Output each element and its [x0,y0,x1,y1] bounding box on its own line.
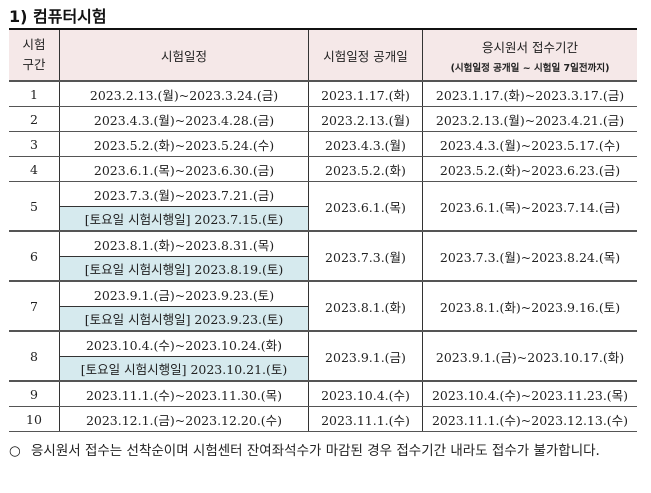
apply-cell: 2023.7.3.(월)~2023.8.24.(목) [422,230,637,282]
saturday-exam-cell: [토요일 시험시행일] 2023.7.15.(토) [59,206,309,232]
table-row: 10 2023.12.1.(금)~2023.12.20.(수) 2023.11.… [9,406,637,432]
announce-cell: 2023.8.1.(화) [308,280,423,332]
schedule-cell: 2023.5.2.(화)~2023.5.24.(수) [59,131,309,157]
period-cell: 7 [9,280,60,332]
saturday-exam-cell: [토요일 시험시행일] 2023.8.19.(토) [59,256,309,282]
header-schedule: 시험일정 [59,28,309,82]
table-subrow: [토요일 시험시행일] 2023.8.19.(토) [9,256,637,282]
announce-cell: 2023.6.1.(목) [308,181,423,232]
period-cell: 8 [9,330,60,382]
period-cell: 5 [9,181,60,232]
header-apply-title: 응시원서 접수기간 [482,39,578,55]
apply-cell: 2023.8.1.(화)~2023.9.16.(토) [422,280,637,332]
header-apply: 응시원서 접수기간 (시험일정 공개일 ~ 시험일 7일전까지) [422,28,637,82]
announce-cell: 2023.4.3.(월) [308,131,423,157]
exam-schedule-table: 시험 구간 시험일정 시험일정 공개일 응시원서 접수기간 (시험일정 공개일 ~… [9,28,637,432]
schedule-cell: 2023.2.13.(월)~2023.3.24.(금) [59,80,309,107]
apply-cell: 2023.1.17.(화)~2023.3.17.(금) [422,80,637,107]
table-row: 1 2023.2.13.(월)~2023.3.24.(금) 2023.1.17.… [9,80,637,107]
header-announce: 시험일정 공개일 [308,28,423,82]
table-row: 7 2023.9.1.(금)~2023.9.23.(토) 2023.8.1.(화… [9,280,637,332]
table-row: 2 2023.4.3.(월)~2023.4.28.(금) 2023.2.13.(… [9,106,637,132]
schedule-cell: 2023.9.1.(금)~2023.9.23.(토) [59,280,309,307]
table-header: 시험 구간 시험일정 시험일정 공개일 응시원서 접수기간 (시험일정 공개일 ~… [9,28,637,82]
saturday-exam-cell: [토요일 시험시행일] 2023.10.21.(토) [59,356,309,382]
bullet-icon: ○ [9,443,21,459]
period-cell: 10 [9,406,60,432]
table-subrow: [토요일 시험시행일] 2023.10.21.(토) [9,356,637,382]
schedule-cell: 2023.10.4.(수)~2023.10.24.(화) [59,330,309,357]
announce-cell: 2023.11.1.(수) [308,406,423,432]
period-cell: 9 [9,380,60,407]
apply-cell: 2023.2.13.(월)~2023.4.21.(금) [422,106,637,132]
table-subrow: [토요일 시험시행일] 2023.9.23.(토) [9,306,637,332]
apply-cell: 2023.11.1.(수)~2023.12.13.(수) [422,406,637,432]
period-cell: 4 [9,156,60,182]
period-cell: 1 [9,80,60,107]
header-period: 시험 구간 [9,28,60,82]
apply-cell: 2023.5.2.(화)~2023.6.23.(금) [422,156,637,182]
table-subrow: [토요일 시험시행일] 2023.7.15.(토) [9,206,637,232]
announce-cell: 2023.9.1.(금) [308,330,423,382]
notice: ○ 응시원서 접수는 선착순이며 시험센터 잔여좌석수가 마감된 경우 접수기간 … [9,439,639,464]
schedule-cell: 2023.8.1.(화)~2023.8.31.(목) [59,230,309,257]
table-row: 8 2023.10.4.(수)~2023.10.24.(화) 2023.9.1.… [9,330,637,382]
saturday-exam-cell: [토요일 시험시행일] 2023.9.23.(토) [59,306,309,332]
schedule-cell: 2023.11.1.(수)~2023.11.30.(목) [59,380,309,407]
period-cell: 3 [9,131,60,157]
header-apply-subtitle: (시험일정 공개일 ~ 시험일 7일전까지) [450,62,610,74]
announce-cell: 2023.1.17.(화) [308,80,423,107]
table-row: 3 2023.5.2.(화)~2023.5.24.(수) 2023.4.3.(월… [9,131,637,157]
section-title: 1) 컴퓨터시험 [9,7,107,26]
schedule-cell: 2023.4.3.(월)~2023.4.28.(금) [59,106,309,132]
apply-cell: 2023.9.1.(금)~2023.10.17.(화) [422,330,637,382]
table-row: 9 2023.11.1.(수)~2023.11.30.(목) 2023.10.4… [9,380,637,407]
schedule-cell: 2023.7.3.(월)~2023.7.21.(금) [59,181,309,207]
apply-cell: 2023.10.4.(수)~2023.11.23.(목) [422,380,637,407]
table-row: 6 2023.8.1.(화)~2023.8.31.(목) 2023.7.3.(월… [9,230,637,282]
apply-cell: 2023.4.3.(월)~2023.5.17.(수) [422,131,637,157]
announce-cell: 2023.10.4.(수) [308,380,423,407]
table-row: 4 2023.6.1.(목)~2023.6.30.(금) 2023.5.2.(화… [9,156,637,182]
announce-cell: 2023.7.3.(월) [308,230,423,282]
apply-cell: 2023.6.1.(목)~2023.7.14.(금) [422,181,637,232]
announce-cell: 2023.2.13.(월) [308,106,423,132]
period-cell: 2 [9,106,60,132]
announce-cell: 2023.5.2.(화) [308,156,423,182]
period-cell: 6 [9,230,60,282]
schedule-cell: 2023.6.1.(목)~2023.6.30.(금) [59,156,309,182]
table-row: 5 2023.7.3.(월)~2023.7.21.(금) 2023.6.1.(목… [9,181,637,232]
schedule-cell: 2023.12.1.(금)~2023.12.20.(수) [59,406,309,432]
notice-text: 응시원서 접수는 선착순이며 시험센터 잔여좌석수가 마감된 경우 접수기간 내… [31,443,600,459]
